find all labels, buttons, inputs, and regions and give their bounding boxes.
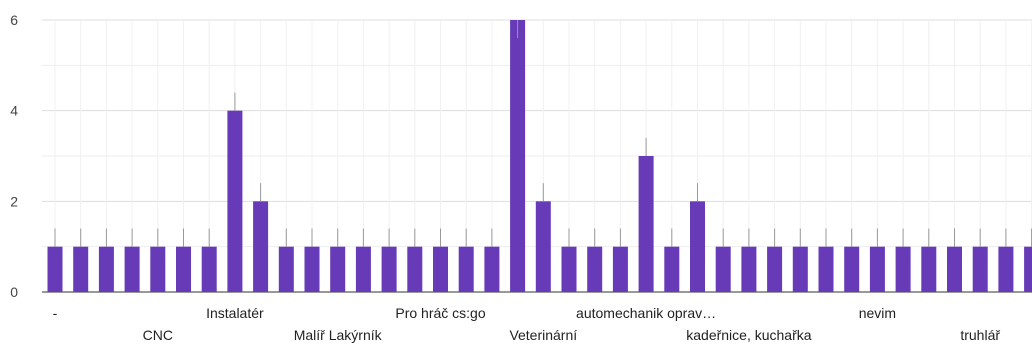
bar <box>690 201 705 292</box>
bar <box>535 201 551 292</box>
y-axis-ticks: 0 2 4 6 <box>10 12 18 300</box>
bar <box>73 246 89 292</box>
y-tick-label: 2 <box>10 193 18 209</box>
bar <box>433 246 448 292</box>
bar <box>715 246 731 292</box>
bar <box>47 246 63 292</box>
bar <box>330 246 346 292</box>
x-category-label: Instalatér <box>206 305 264 321</box>
bar <box>278 246 294 292</box>
x-category-label: truhlář <box>960 327 1000 343</box>
bar <box>947 246 962 292</box>
bar <box>510 20 526 292</box>
x-category-label: Pro hráč cs:go <box>395 305 485 321</box>
x-category-label: CNC <box>143 327 173 343</box>
bar <box>792 246 808 292</box>
bar <box>895 246 911 292</box>
bar <box>561 246 577 292</box>
bar <box>124 246 140 292</box>
bar <box>844 246 860 292</box>
bar <box>253 201 269 292</box>
bar <box>587 246 603 292</box>
bar <box>201 246 217 292</box>
bar <box>998 246 1014 292</box>
x-category-label: kadeřnice, kuchařka <box>686 327 812 343</box>
x-category-label: - <box>53 305 58 321</box>
bar <box>355 246 371 292</box>
bar <box>458 246 474 292</box>
bar <box>869 246 885 292</box>
bar <box>227 110 243 293</box>
bar <box>304 246 320 292</box>
bar <box>407 246 423 292</box>
bar <box>972 246 988 292</box>
bar <box>741 246 757 292</box>
bar <box>1024 246 1032 292</box>
bar <box>638 156 654 292</box>
bar <box>818 246 834 292</box>
bar <box>176 246 191 292</box>
bar <box>921 246 937 292</box>
y-tick-label: 4 <box>10 103 18 119</box>
bar <box>381 246 397 292</box>
bar <box>484 246 500 292</box>
bar <box>612 246 628 292</box>
bar <box>150 246 166 292</box>
x-category-label: automechanik oprav… <box>576 305 716 321</box>
x-axis-labels: - CNC Instalatér Malíř Lakýrník Pro hráč cs:… <box>53 305 1001 343</box>
bar <box>664 246 680 292</box>
y-tick-label: 6 <box>10 12 18 28</box>
y-tick-label: 0 <box>10 284 18 300</box>
bar <box>767 246 783 292</box>
x-category-label: Malíř Lakýrník <box>294 327 383 343</box>
x-category-label: Veterinární <box>509 327 577 343</box>
bars <box>47 20 1032 293</box>
bar <box>98 246 114 292</box>
x-category-label: nevim <box>859 305 896 321</box>
